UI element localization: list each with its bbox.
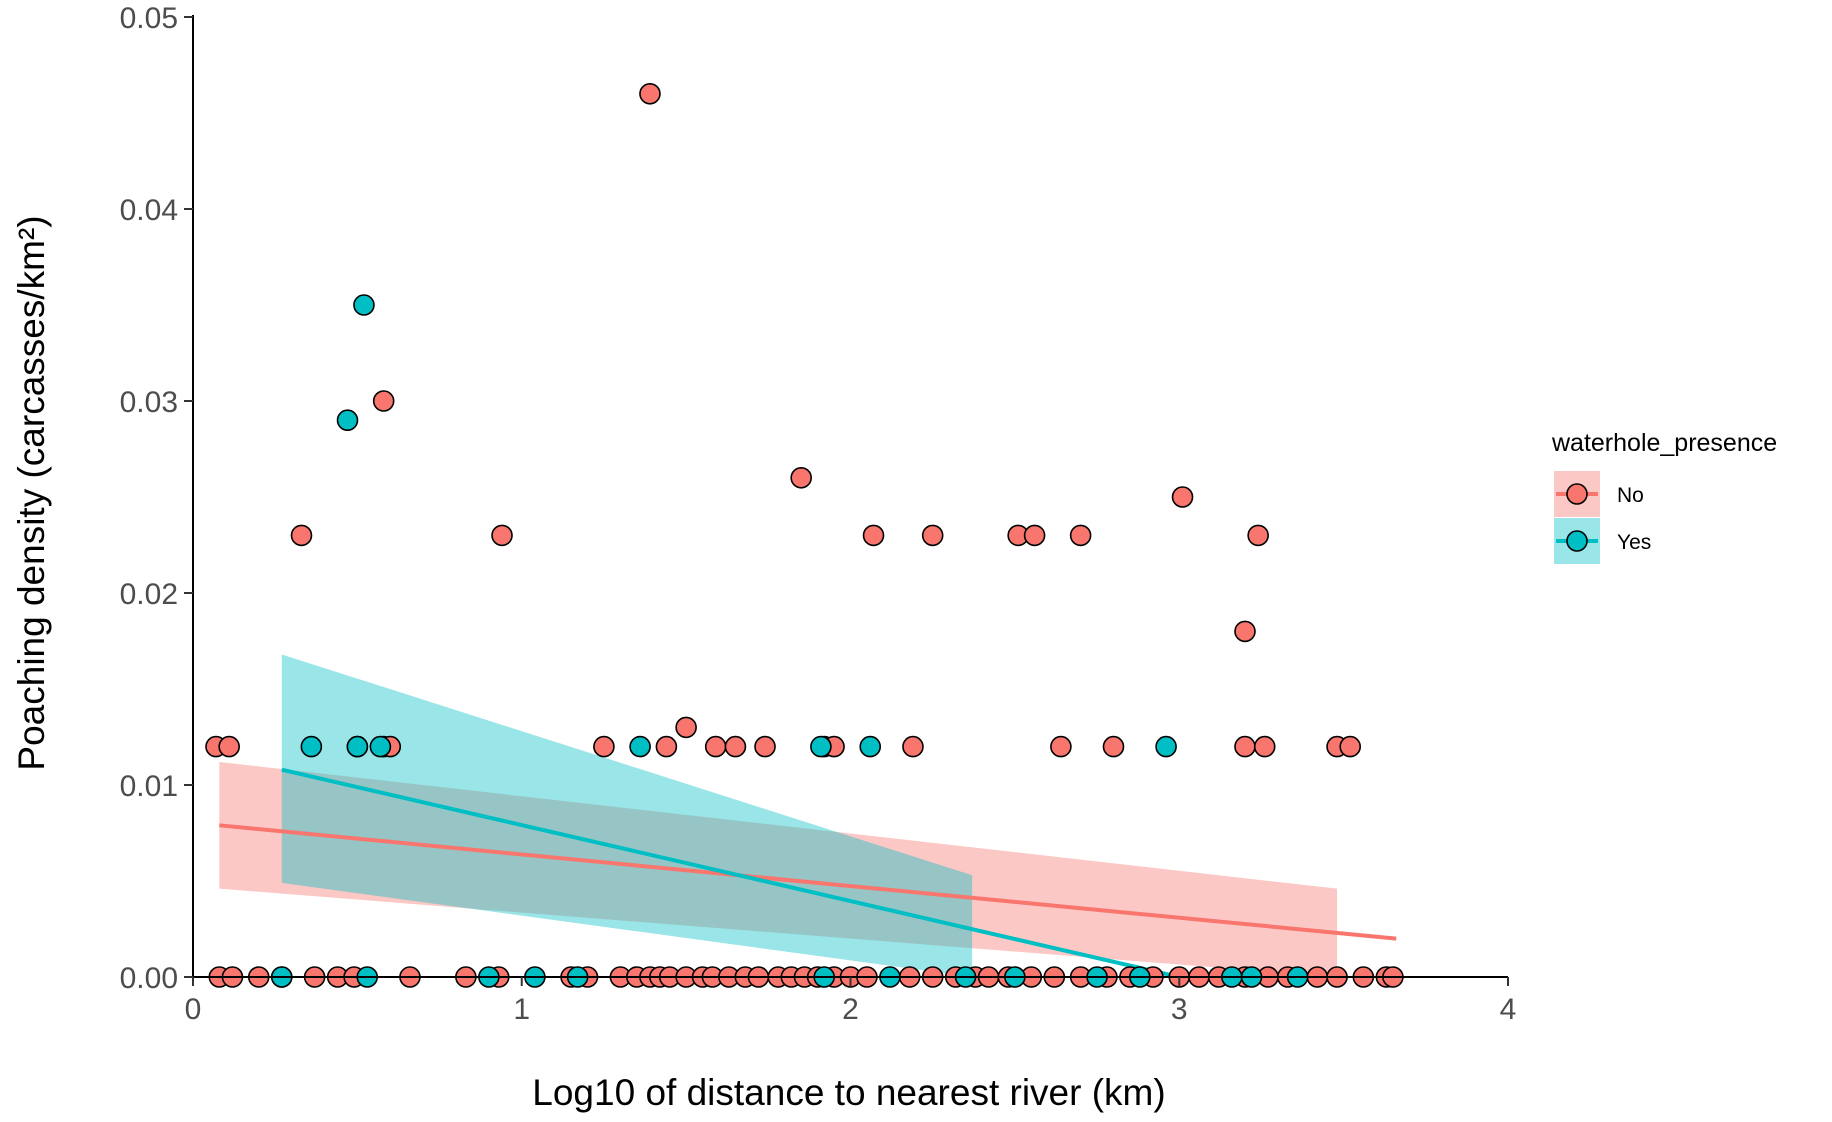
- data-point-yes: [810, 735, 832, 758]
- regression-line-yes: [281, 767, 1180, 979]
- data-point-yes: [336, 409, 359, 432]
- confidence-ribbons: [219, 654, 1338, 977]
- data-point-yes: [1155, 735, 1177, 758]
- y-tick-label: 0.00: [120, 962, 178, 995]
- x-tick-label: 1: [513, 993, 530, 1026]
- data-point-yes: [346, 735, 369, 758]
- legend-label-no: No: [1617, 484, 1644, 507]
- x-tick-label: 0: [185, 993, 202, 1026]
- data-point-no: [1023, 524, 1046, 547]
- data-point-no: [704, 735, 727, 758]
- data-point-no: [902, 735, 924, 758]
- data-point-no: [1234, 620, 1256, 643]
- data-point-no: [1247, 524, 1269, 547]
- data-point-no: [921, 524, 944, 547]
- y-tick-label: 0.05: [120, 2, 178, 35]
- data-point-no: [862, 524, 885, 547]
- data-point-yes: [369, 735, 392, 758]
- data-point-no: [290, 524, 313, 547]
- data-point-no: [1069, 524, 1092, 547]
- data-point-no: [655, 735, 678, 758]
- x-axis-title: Log10 of distance to nearest river (km): [532, 1072, 1165, 1113]
- x-tick-label: 4: [1500, 993, 1517, 1026]
- data-point-no: [1050, 735, 1072, 758]
- data-point-no: [639, 83, 661, 105]
- x-tick-label: 2: [842, 993, 859, 1026]
- regression-line-no: [219, 823, 1397, 941]
- axes: 0 1 2 3 4 0.00 0.01 0.02 0.03 0.04 0.05: [120, 2, 1517, 1026]
- data-point-no: [1171, 486, 1194, 508]
- regression-lines: [219, 767, 1397, 979]
- legend-title: waterhole_presence: [1551, 429, 1777, 457]
- y-axis-title: Poaching density (carcasses/km²): [11, 215, 52, 770]
- y-tick-label: 0.04: [120, 194, 178, 227]
- data-point-no: [593, 735, 615, 758]
- data-point-no: [1102, 735, 1125, 758]
- y-tick-label: 0.03: [120, 386, 178, 419]
- y-tick-label: 0.01: [120, 770, 178, 803]
- legend-label-yes: Yes: [1617, 531, 1651, 554]
- y-tick-label: 0.02: [120, 578, 178, 611]
- data-point-no: [724, 735, 747, 758]
- legend: waterhole_presence No Yes: [1551, 429, 1777, 564]
- data-point-yes: [353, 294, 375, 316]
- data-point-yes: [629, 735, 651, 758]
- data-point-yes: [300, 735, 323, 758]
- data-point-no: [754, 735, 776, 758]
- x-tick-label: 3: [1171, 993, 1188, 1026]
- data-point-no: [1339, 735, 1361, 758]
- data-point-no: [491, 524, 513, 547]
- data-point-no: [790, 466, 812, 489]
- data-point-no: [218, 735, 240, 758]
- data-point-no: [1253, 735, 1276, 758]
- confidence-ribbon-no: [219, 761, 1338, 977]
- data-point-yes: [859, 735, 882, 758]
- data-point-no: [675, 716, 697, 739]
- confidence-ribbon-yes: [281, 654, 973, 977]
- legend-key-point: [1566, 530, 1588, 552]
- legend-key-point: [1566, 483, 1588, 505]
- data-point-no: [372, 390, 395, 412]
- data-point-no: [1234, 735, 1256, 758]
